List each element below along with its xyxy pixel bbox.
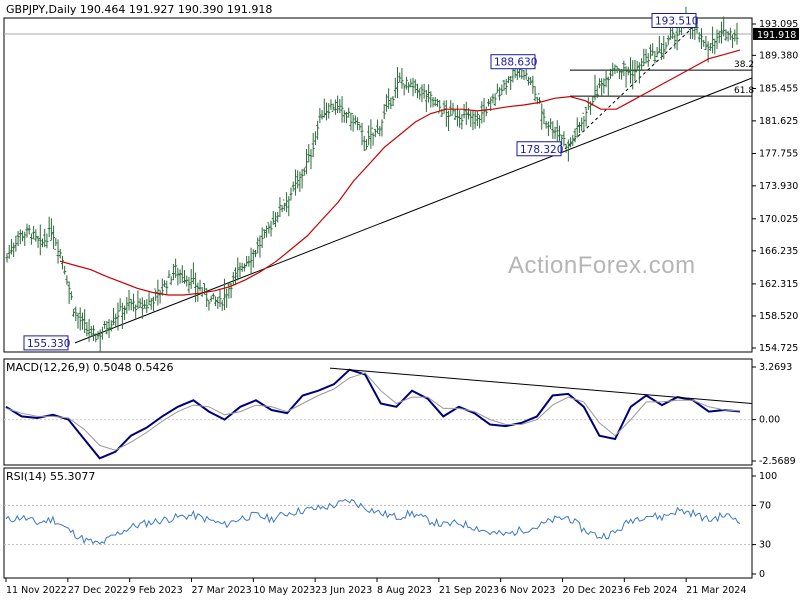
rsi-tick-label: 30 [759,540,771,551]
price-bars [5,6,739,352]
rsi-panel [4,498,752,546]
panel-frame [3,467,753,579]
rsi-tick-label: 70 [759,500,771,511]
fib-level-label: 38.2 [734,60,754,70]
x-tick-label: 20 Dec 2023 [563,585,624,596]
x-tick-label: 6 Feb 2024 [624,585,677,596]
rsi-panel-title: RSI(14) 55.3077 [6,470,96,483]
macd-tick-label: -2.5689 [759,456,796,467]
price-panel-title: GBPJPY,Daily 190.464 191.927 190.390 191… [6,3,273,16]
rsi-tick-label: 100 [759,471,777,482]
x-tick-label: 8 Aug 2023 [377,585,432,596]
axes: 193.095 189.380 185.455 181.625 177.755 173.9… [5,19,799,596]
price-tick-label: 170.025 [759,214,798,225]
trendlines: 38.2 61.8 [74,20,754,344]
current-price-box [753,27,799,40]
price-tick-label: 189.380 [759,50,798,61]
price-tick-label: 181.625 [759,116,798,127]
price-label: 188.630 [494,57,537,69]
price-tick-label: 154.725 [759,343,798,354]
x-tick-label: 27 Dec 2022 [68,585,129,596]
x-tick-label: 27 Mar 2023 [192,585,252,596]
panel-frames [3,17,753,579]
x-tick-label: 11 Nov 2022 [6,585,67,596]
price-tick-label: 166.235 [759,246,798,257]
fib-level-label: 61.8 [734,86,754,96]
moving-average [59,49,741,296]
rally-projection-line [564,20,701,150]
x-tick-label: 21 Sep 2023 [439,585,499,596]
price-label: 178.320 [520,144,563,156]
panel-frame [3,17,753,353]
rsi-tick-label: 0 [759,569,765,580]
macd-series-line [5,368,741,460]
x-tick-label: 6 Nov 2023 [501,585,556,596]
price-tick-label: 193.095 [759,19,798,30]
price-label-box [516,141,562,157]
x-tick-label: 9 Feb 2023 [130,585,183,596]
current-price-label: 191.918 [757,30,796,41]
price-tick-label: 185.455 [759,84,798,95]
price-tick-label: 158.520 [759,311,798,322]
macd-panel-title: MACD(12,26,9) 0.5048 0.5426 [6,361,174,374]
x-tick-label: 23 Jun 2023 [315,585,372,596]
macd-trendline [329,367,753,405]
price-label-box [490,54,536,70]
macd-tick-label: 0.00 [759,415,780,426]
price-label-box [651,12,697,28]
macd-panel [4,367,753,460]
long-term-trendline [74,77,753,344]
x-tick-label: 21 Mar 2024 [686,585,746,596]
price-label: 155.330 [27,338,70,350]
price-tick-label: 173.930 [759,181,798,192]
moving-average-line [59,49,741,296]
price-tick-label: 162.315 [759,279,798,290]
macd-series-line [5,372,741,451]
price-annotations: 193.510 188.630 178.320 155.330 [23,12,698,351]
macd-tick-label: 3.2693 [759,362,792,373]
price-label: 193.510 [655,15,698,27]
x-tick-label: 10 May 2023 [253,585,315,596]
watermark: ActionForex.com [508,252,696,279]
price-label-box [23,335,69,351]
price-tick-label: 177.755 [759,149,798,160]
rsi-line [5,498,741,545]
panel-frame [3,358,753,466]
